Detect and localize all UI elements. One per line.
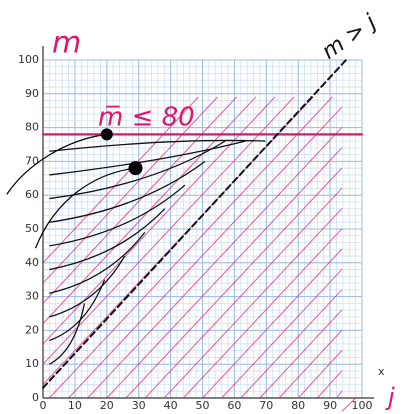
hatch-pink <box>336 391 342 398</box>
y-tick-label: 60 <box>25 188 39 201</box>
x-tick-label: 0 <box>40 399 47 412</box>
y-tick-label: 10 <box>25 357 39 370</box>
hatch-pink <box>43 97 294 364</box>
point <box>129 161 143 175</box>
hatch-pink <box>145 188 342 398</box>
chart: 0 10 20 30 40 50 60 70 80 90 100 0 10 20 30 40 50 60 70 80 9… <box>0 0 420 414</box>
x-tick-label: 20 <box>100 399 114 412</box>
annotation: m > j <box>318 9 382 64</box>
x-tick-label: 10 <box>68 399 82 412</box>
page: 0 10 20 30 40 50 60 70 80 90 100 0 10 20 30 40 50 60 70 80 9… <box>0 0 420 414</box>
y-tick-label: 40 <box>25 256 39 269</box>
y-tick-label: 100 <box>18 53 39 66</box>
x-tick-label: 60 <box>227 399 241 412</box>
x-tick-label: 40 <box>164 399 178 412</box>
y-tick-label: 90 <box>25 87 39 100</box>
hatch-black <box>49 303 84 364</box>
x-tick-label: 50 <box>196 399 210 412</box>
x-tick-label: 70 <box>259 399 273 412</box>
x-tick-label: 100 <box>352 399 373 412</box>
y-tick-label: 50 <box>25 222 39 235</box>
y-tick-label: 20 <box>25 323 39 336</box>
y-tick-label: 70 <box>25 154 39 167</box>
y-tick-label: 80 <box>25 121 39 134</box>
annotation: m̅ ≤ 80 <box>98 103 195 133</box>
x-tick-label: 80 <box>291 399 305 412</box>
hatch-pink <box>107 148 342 398</box>
hatch-pink <box>49 97 332 398</box>
x-axis-label: x <box>378 365 385 378</box>
y-tick-label: 0 <box>32 391 39 404</box>
x-tick-label: 90 <box>323 399 337 412</box>
arrow-stroke <box>7 134 107 194</box>
y-tick-label: 30 <box>25 290 39 303</box>
annotation: m <box>52 26 81 61</box>
hatch-pink <box>183 229 342 398</box>
annotation: j <box>385 383 395 411</box>
x-tick-label: 30 <box>132 399 146 412</box>
